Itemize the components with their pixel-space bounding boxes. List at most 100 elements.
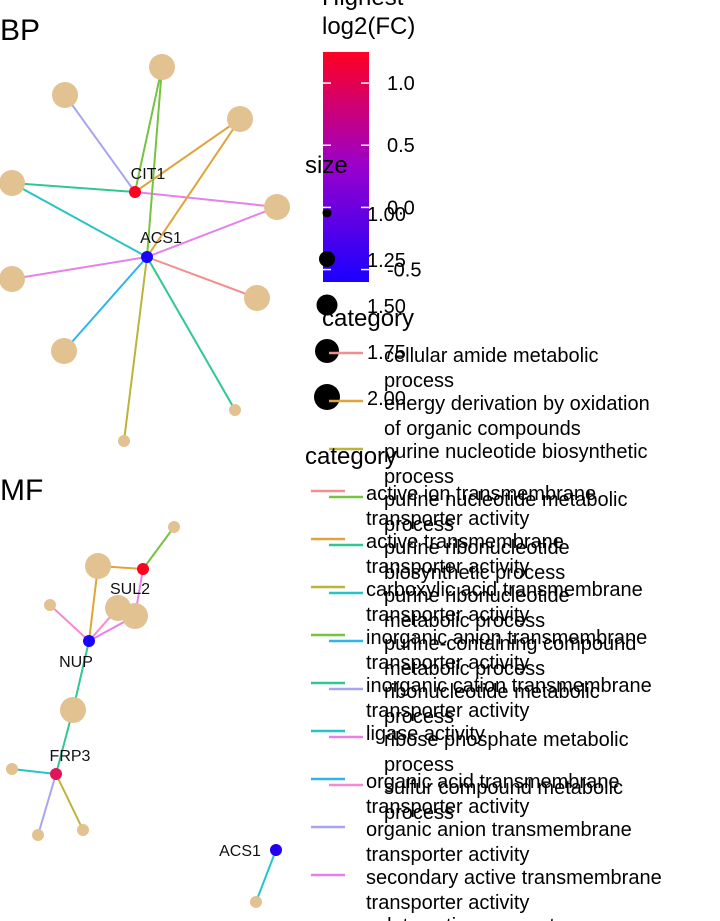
category-legend-label: inorganic anion transmembrane	[366, 627, 647, 649]
mf-edge	[37, 773, 57, 836]
category-legend-label: energy derivation by oxidation	[384, 393, 650, 415]
size-legend: size 1.00 1.25 1.50 1.75 2.00	[305, 152, 406, 410]
mf-term-node	[122, 603, 148, 629]
category-legend-label: organic acid transmembrane	[366, 771, 619, 793]
size-legend-dot	[322, 208, 332, 218]
bp-term-node	[52, 82, 78, 108]
mf-network: SUL2 NUP FRP3 ACS1	[6, 521, 282, 908]
colorbar-tick-label: 0.0	[387, 197, 415, 219]
size-legend-label: 1.00	[367, 204, 406, 226]
category-legend-label: transporter activity	[366, 604, 529, 626]
category-legend-label: secondary active transmembrane	[366, 867, 662, 889]
colorbar-title-line2: log2(FC)	[322, 13, 415, 40]
mf-term-node	[32, 829, 44, 841]
category-legend-bp-entries: cellular amide metabolic process energy de…	[329, 345, 650, 824]
mf-edge	[55, 773, 84, 831]
bp-term-node	[0, 170, 25, 196]
bp-term-node	[229, 404, 241, 416]
size-legend-dot	[314, 384, 340, 410]
mf-gene-node-acs1	[270, 844, 282, 856]
category-legend-bp: category cellular amide metabolic process…	[322, 305, 650, 824]
category-legend-label: process	[384, 802, 454, 824]
mf-gene-node-sul2	[137, 563, 149, 575]
panel-title-bp: BP	[0, 14, 40, 47]
category-legend-label: transporter activity	[366, 844, 529, 866]
mf-term-node	[44, 599, 56, 611]
category-legend-label: ligase activity	[366, 723, 485, 745]
bp-edge	[11, 182, 148, 258]
panel-title-mf: MF	[0, 474, 43, 507]
category-legend-mf: category active ion transmembrane transpo…	[305, 443, 662, 921]
category-legend-mf-title: category	[305, 443, 397, 470]
category-legend-label: metabolic process	[384, 658, 545, 680]
category-legend-label: process	[384, 754, 454, 776]
category-legend-label: transporter activity	[366, 796, 529, 818]
bp-term-node	[264, 194, 290, 220]
mf-term-node	[168, 521, 180, 533]
colorbar-tick-label: 0.5	[387, 135, 415, 157]
colorbar-tick-label: -0.5	[387, 260, 421, 282]
category-legend-mf-entries: active ion transmembrane transporter acti…	[311, 483, 662, 921]
bp-edge	[146, 118, 241, 258]
bp-edge	[11, 256, 148, 280]
category-legend-label: purine nucleotide biosynthetic	[384, 441, 648, 463]
bp-edge	[123, 256, 148, 442]
colorbar-legend: Highest log2(FC) 1.0 0.5 0.0 -0.5	[322, 0, 421, 282]
category-legend-label: solute:cation symporter	[366, 915, 573, 921]
size-legend-label: 1.25	[367, 250, 406, 272]
bp-edge	[146, 66, 163, 258]
mf-gene-label-acs1: ACS1	[219, 843, 261, 860]
bp-gene-node-cit1	[129, 186, 141, 198]
category-legend-label: transporter activity	[366, 652, 529, 674]
mf-gene-label-nup: NUP	[59, 654, 93, 671]
mf-gene-node-frp3	[50, 768, 62, 780]
category-legend-label: organic anion transmembrane	[366, 819, 632, 841]
mf-gene-node-nup	[83, 635, 95, 647]
size-legend-label: 2.00	[367, 388, 406, 410]
bp-edge	[64, 94, 136, 193]
mf-term-node	[77, 824, 89, 836]
bp-term-node	[0, 266, 25, 292]
size-legend-dot	[315, 339, 339, 363]
bp-edge	[11, 182, 136, 193]
colorbar-gradient	[323, 52, 369, 282]
category-legend-label: process	[384, 706, 454, 728]
bp-gene-label-acs1: ACS1	[140, 230, 182, 247]
bp-network: CIT1 ACS1	[0, 54, 290, 447]
category-legend-label: carboxylic acid transmembrane	[366, 579, 643, 601]
category-legend-label: transporter activity	[366, 508, 529, 530]
size-legend-label: 1.50	[367, 296, 406, 318]
colorbar-ticks: 1.0 0.5 0.0 -0.5	[323, 73, 421, 282]
mf-edge	[255, 849, 277, 903]
category-legend-label: active ion transmembrane	[366, 483, 596, 505]
bp-edge	[134, 191, 278, 208]
category-legend-label: sulfur compound metabolic	[384, 777, 623, 799]
colorbar-title-line1: Highest	[322, 0, 404, 11]
size-legend-dot	[319, 251, 335, 267]
size-legend-dot	[316, 294, 338, 316]
category-legend-label: transporter activity	[366, 700, 529, 722]
bp-term-node	[244, 285, 270, 311]
bp-term-node	[51, 338, 77, 364]
mf-term-node	[250, 896, 262, 908]
category-legend-label: purine ribonucleotide	[384, 585, 570, 607]
bp-edge	[134, 66, 163, 193]
category-legend-label: ribose phosphate metabolic	[384, 729, 629, 751]
category-legend-label: cellular amide metabolic	[384, 345, 599, 367]
category-legend-label: ribonucleotide metabolic	[384, 681, 600, 703]
size-legend-label: 1.75	[367, 342, 406, 364]
mf-term-node	[6, 763, 18, 775]
bp-gene-label-cit1: CIT1	[131, 166, 166, 183]
bp-term-node	[118, 435, 130, 447]
category-legend-label: purine ribonucleotide	[384, 537, 570, 559]
size-legend-title: size	[305, 152, 348, 179]
category-legend-label: inorganic cation transmembrane	[366, 675, 652, 697]
bp-edge	[146, 206, 278, 258]
category-legend-label: biosynthetic process	[384, 562, 565, 584]
mf-edge	[142, 526, 175, 570]
mf-edge	[49, 604, 90, 642]
bp-gene-node-acs1	[141, 251, 153, 263]
category-legend-bp-title: category	[322, 305, 414, 332]
category-legend-label: metabolic process	[384, 610, 545, 632]
